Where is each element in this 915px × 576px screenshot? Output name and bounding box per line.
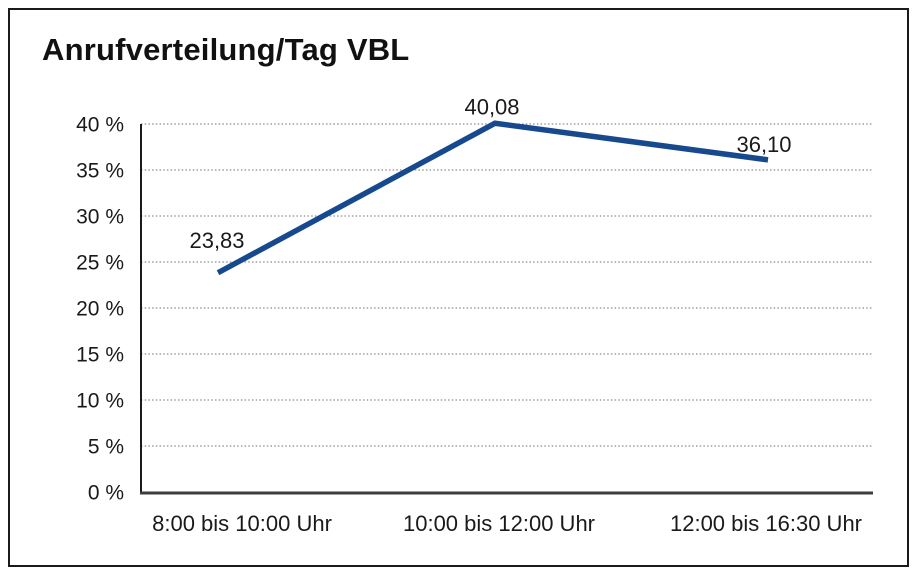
y-tick-label: 0 % [88, 482, 124, 505]
y-tick-label: 20 % [76, 298, 124, 321]
y-tick-label: 40 % [76, 114, 124, 137]
data-point-label: 36,10 [736, 132, 791, 157]
x-category-label: 10:00 bis 12:00 Uhr [403, 511, 595, 536]
y-tick-label: 30 % [76, 206, 124, 229]
y-tick-label: 25 % [76, 252, 124, 275]
chart-frame-border [8, 8, 909, 567]
x-category-label: 8:00 bis 10:00 Uhr [152, 511, 332, 536]
data-series-line [216, 120, 769, 276]
y-tick-label: 5 % [88, 436, 124, 459]
data-point-label: 40,08 [464, 94, 519, 119]
y-tick-label: 15 % [76, 344, 124, 367]
y-tick-label: 35 % [76, 160, 124, 183]
x-category-label: 12:00 bis 16:30 Uhr [670, 511, 862, 536]
y-tick-label: 10 % [76, 390, 124, 413]
chart-title: Anrufverteilung/Tag VBL [42, 32, 410, 67]
data-point-label: 23,83 [189, 228, 244, 253]
